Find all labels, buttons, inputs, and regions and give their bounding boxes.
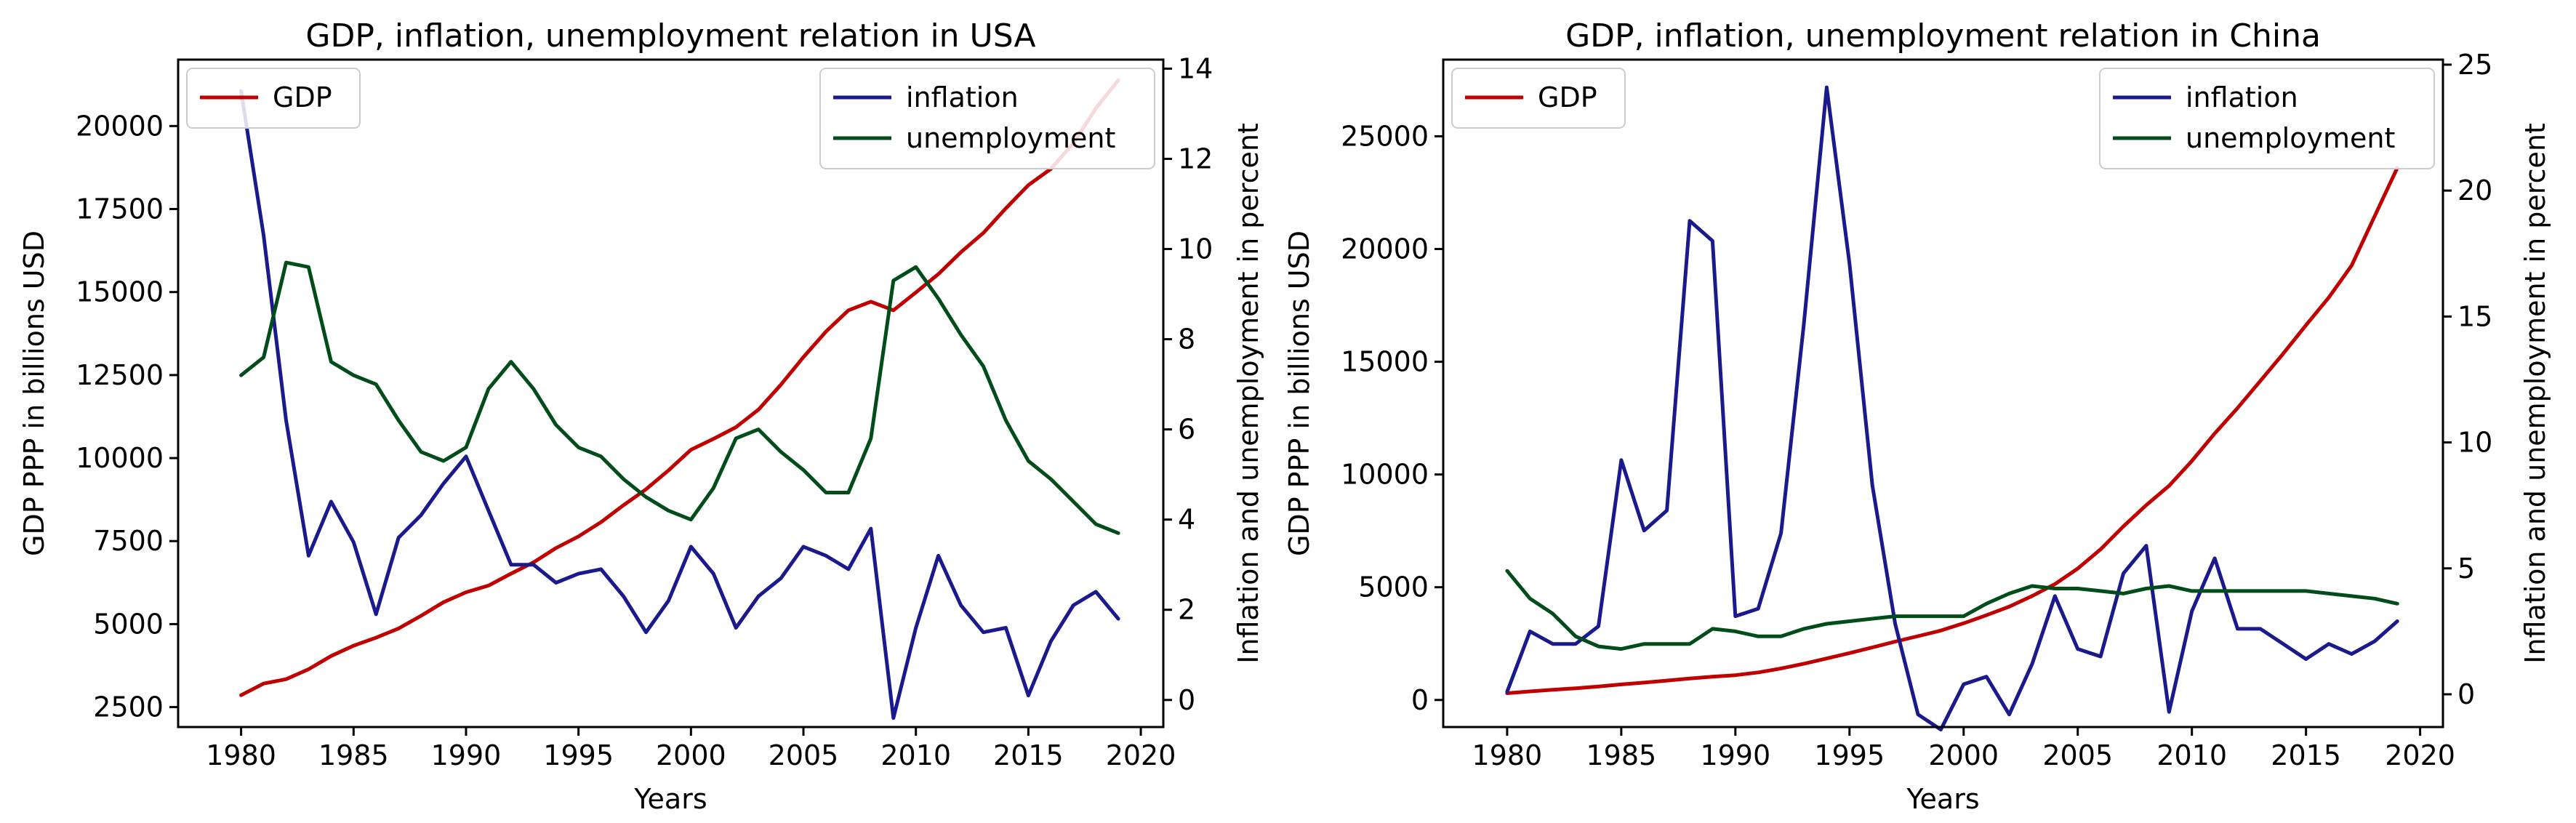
china-y-right-tick-label: 20 bbox=[2457, 174, 2492, 206]
usa-x-tick-label: 2020 bbox=[1106, 739, 1176, 771]
usa-x-tick-label: 2000 bbox=[656, 739, 726, 771]
usa-legend-inflation-label: inflation bbox=[906, 81, 1019, 113]
usa-x-tick-label: 2010 bbox=[880, 739, 951, 771]
usa-series-unemployment-line bbox=[239, 260, 1120, 535]
china-x-tick-label: 2020 bbox=[2385, 739, 2455, 771]
usa-y-right-tick-label: 0 bbox=[1178, 684, 1195, 716]
china-y-left-axis-label: GDP PPP in billions USD bbox=[1283, 230, 1315, 556]
china-legend-right-box bbox=[2099, 68, 2435, 169]
usa-x-tick-label: 1985 bbox=[318, 739, 389, 771]
usa-y-right-tick-label: 10 bbox=[1178, 233, 1213, 265]
usa-y-right-tick-label: 6 bbox=[1178, 414, 1195, 446]
usa-chart-title: GDP, inflation, unemployment relation in… bbox=[305, 17, 1035, 55]
usa-legend-GDP-label: GDP bbox=[273, 81, 332, 113]
china-series-GDP-line bbox=[1505, 166, 2399, 695]
china-y-left-tick-label: 0 bbox=[1411, 684, 1429, 716]
usa-x-tick-label: 2015 bbox=[993, 739, 1064, 771]
usa-x-axis-label: Years bbox=[633, 783, 707, 815]
china-x-tick-label: 2005 bbox=[2042, 739, 2113, 771]
china-x-tick-label: 2000 bbox=[1928, 739, 1999, 771]
china-x-tick-label: 1980 bbox=[1472, 739, 1543, 771]
china-y-right-axis-label: Inflation and unemployment in percent bbox=[2519, 123, 2551, 664]
usa-series-GDP-line bbox=[239, 78, 1120, 697]
china-x-tick-label: 1990 bbox=[1700, 739, 1770, 771]
usa-y-left-tick-label: 5000 bbox=[93, 608, 164, 640]
china-y-left-tick-label: 5000 bbox=[1358, 571, 1429, 603]
usa-y-left-tick-label: 2500 bbox=[93, 691, 164, 723]
usa-y-right-tick-label: 2 bbox=[1178, 594, 1195, 626]
china-y-left-tick-label: 10000 bbox=[1341, 459, 1429, 491]
usa-y-left-tick-label: 12500 bbox=[76, 359, 164, 391]
china-chart: GDP, inflation, unemployment relation in… bbox=[1283, 17, 2551, 815]
china-legend-left: GDP bbox=[1451, 68, 1626, 129]
usa-series-inflation-line bbox=[239, 89, 1120, 720]
china-y-right-tick-label: 5 bbox=[2457, 553, 2475, 585]
usa-legend-right: inflation unemployment bbox=[819, 68, 1155, 169]
usa-x-tick-label: 2005 bbox=[769, 739, 839, 771]
china-x-tick-label: 2010 bbox=[2156, 739, 2227, 771]
china-legend-inflation-label: inflation bbox=[2186, 81, 2298, 113]
china-y-left-tick-label: 20000 bbox=[1341, 233, 1429, 265]
china-y-right-tick-label: 25 bbox=[2457, 49, 2492, 81]
usa-y-right-tick-label: 14 bbox=[1178, 52, 1213, 84]
china-legend-unemployment-label: unemployment bbox=[2186, 122, 2395, 154]
china-y-left-tick-label: 15000 bbox=[1341, 346, 1429, 378]
china-x-tick-label: 2015 bbox=[2271, 739, 2341, 771]
usa-y-left-tick-label: 20000 bbox=[76, 110, 164, 142]
usa-x-tick-label: 1995 bbox=[543, 739, 614, 771]
usa-plot-frame bbox=[177, 58, 1165, 728]
usa-legend-right-box bbox=[819, 68, 1155, 169]
china-series-inflation-line bbox=[1505, 85, 2399, 731]
usa-y-right-tick-label: 12 bbox=[1178, 142, 1213, 174]
usa-chart: GDP, inflation, unemployment relation in… bbox=[18, 17, 1264, 815]
usa-legend-unemployment-label: unemployment bbox=[906, 122, 1115, 154]
usa-y-right-tick-label: 4 bbox=[1178, 504, 1195, 536]
usa-legend-left: GDP bbox=[186, 68, 361, 129]
china-x-axis-label: Years bbox=[1906, 783, 1979, 815]
china-y-right-tick-label: 10 bbox=[2457, 427, 2492, 459]
china-chart-title: GDP, inflation, unemployment relation in… bbox=[1565, 17, 2321, 55]
china-y-right-tick-label: 15 bbox=[2457, 300, 2492, 332]
china-x-tick-label: 1995 bbox=[1814, 739, 1885, 771]
usa-x-tick-label: 1980 bbox=[206, 739, 276, 771]
china-x-tick-label: 1985 bbox=[1586, 739, 1657, 771]
usa-y-right-tick-label: 8 bbox=[1178, 324, 1195, 356]
usa-y-left-tick-label: 7500 bbox=[93, 525, 164, 557]
china-legend-left-box bbox=[1451, 68, 1626, 129]
usa-y-left-tick-label: 15000 bbox=[76, 276, 164, 308]
china-y-right-tick-label: 0 bbox=[2457, 678, 2475, 710]
usa-y-left-axis-label: GDP PPP in billions USD bbox=[18, 230, 50, 556]
china-plot-frame bbox=[1442, 58, 2444, 728]
usa-y-left-tick-label: 10000 bbox=[76, 442, 164, 474]
china-legend-right: inflation unemployment bbox=[2099, 68, 2435, 169]
usa-y-right-axis-label: Inflation and unemployment in percent bbox=[1232, 123, 1264, 664]
china-y-left-tick-label: 25000 bbox=[1341, 120, 1429, 152]
china-series-unemployment-line bbox=[1505, 569, 2399, 651]
china-legend-GDP-label: GDP bbox=[1538, 81, 1597, 113]
usa-y-left-tick-label: 17500 bbox=[76, 193, 164, 225]
usa-legend-left-box bbox=[186, 68, 361, 129]
usa-x-tick-label: 1990 bbox=[431, 739, 502, 771]
